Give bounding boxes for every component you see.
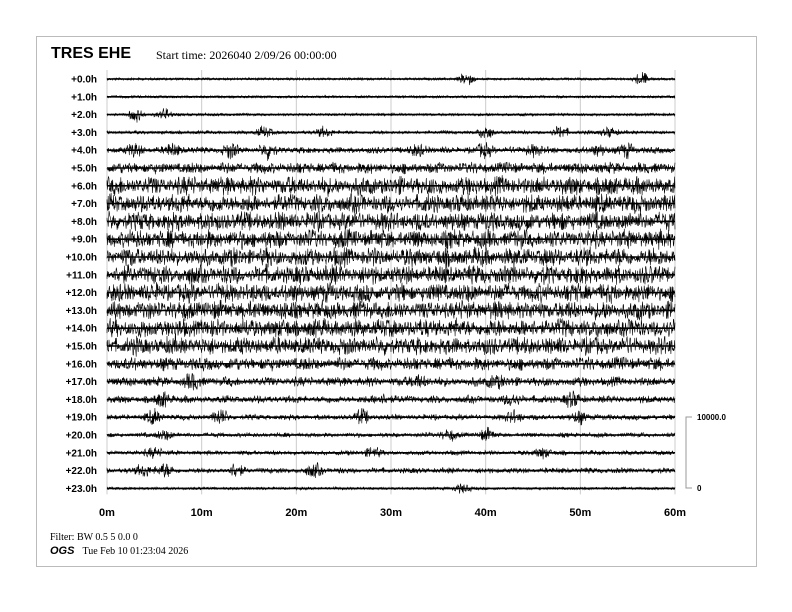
row-label: +11.0h: [66, 270, 97, 281]
x-tick-label: 0m: [99, 507, 115, 519]
x-tick-label: 40m: [475, 507, 497, 519]
row-label: +21.0h: [66, 448, 97, 459]
row-label: +20.0h: [66, 431, 97, 442]
row-label: +0.0h: [71, 75, 97, 86]
row-label: +19.0h: [66, 413, 97, 424]
row-label: +9.0h: [71, 235, 97, 246]
row-label: +15.0h: [66, 342, 97, 353]
filter-info: Filter: BW 0.5 5 0.0 0: [50, 532, 138, 543]
x-tick-label: 10m: [191, 507, 213, 519]
row-label: +1.0h: [71, 92, 97, 103]
x-tick-label: 30m: [380, 507, 402, 519]
x-tick-label: 20m: [285, 507, 307, 519]
scale-top-label: 10000.0: [697, 413, 726, 422]
row-label: +8.0h: [71, 217, 97, 228]
start-time: Start time: 2026040 2/09/26 00:00:00: [156, 48, 337, 62]
row-label: +16.0h: [66, 359, 97, 370]
seismic-trace: [106, 299, 676, 322]
seismic-trace: [106, 356, 676, 372]
amplitude-scale-bar: [685, 416, 692, 489]
seismic-trace: [106, 263, 676, 286]
row-label: +6.0h: [71, 181, 97, 192]
row-label: +7.0h: [71, 199, 97, 210]
row-label: +12.0h: [66, 288, 97, 299]
seismic-trace: [106, 161, 676, 175]
row-label: +10.0h: [66, 253, 97, 264]
row-label: +22.0h: [66, 466, 97, 477]
row-label: +17.0h: [66, 377, 97, 388]
row-label: +18.0h: [66, 395, 97, 406]
x-tick-label: 50m: [569, 507, 591, 519]
generated-time: Tue Feb 10 01:23:04 2026: [82, 546, 189, 557]
x-tick-label: 60m: [664, 507, 686, 519]
row-label: +4.0h: [71, 146, 97, 157]
row-label: +2.0h: [71, 110, 97, 121]
seismic-trace: [106, 335, 676, 357]
footer-credit: OGS Tue Feb 10 01:23:04 2026: [50, 545, 188, 557]
row-label: +14.0h: [66, 324, 97, 335]
row-label: +3.0h: [71, 128, 97, 139]
station-title: TRES EHE: [51, 45, 132, 62]
seismic-trace: [106, 246, 676, 269]
plot-frame: [36, 36, 757, 567]
scale-bottom-label: 0: [697, 484, 702, 493]
org-logo: OGS: [50, 545, 75, 557]
row-label: +13.0h: [66, 306, 97, 317]
seismic-trace: [106, 281, 676, 304]
row-label: +23.0h: [66, 484, 97, 495]
row-label: +5.0h: [71, 164, 97, 175]
